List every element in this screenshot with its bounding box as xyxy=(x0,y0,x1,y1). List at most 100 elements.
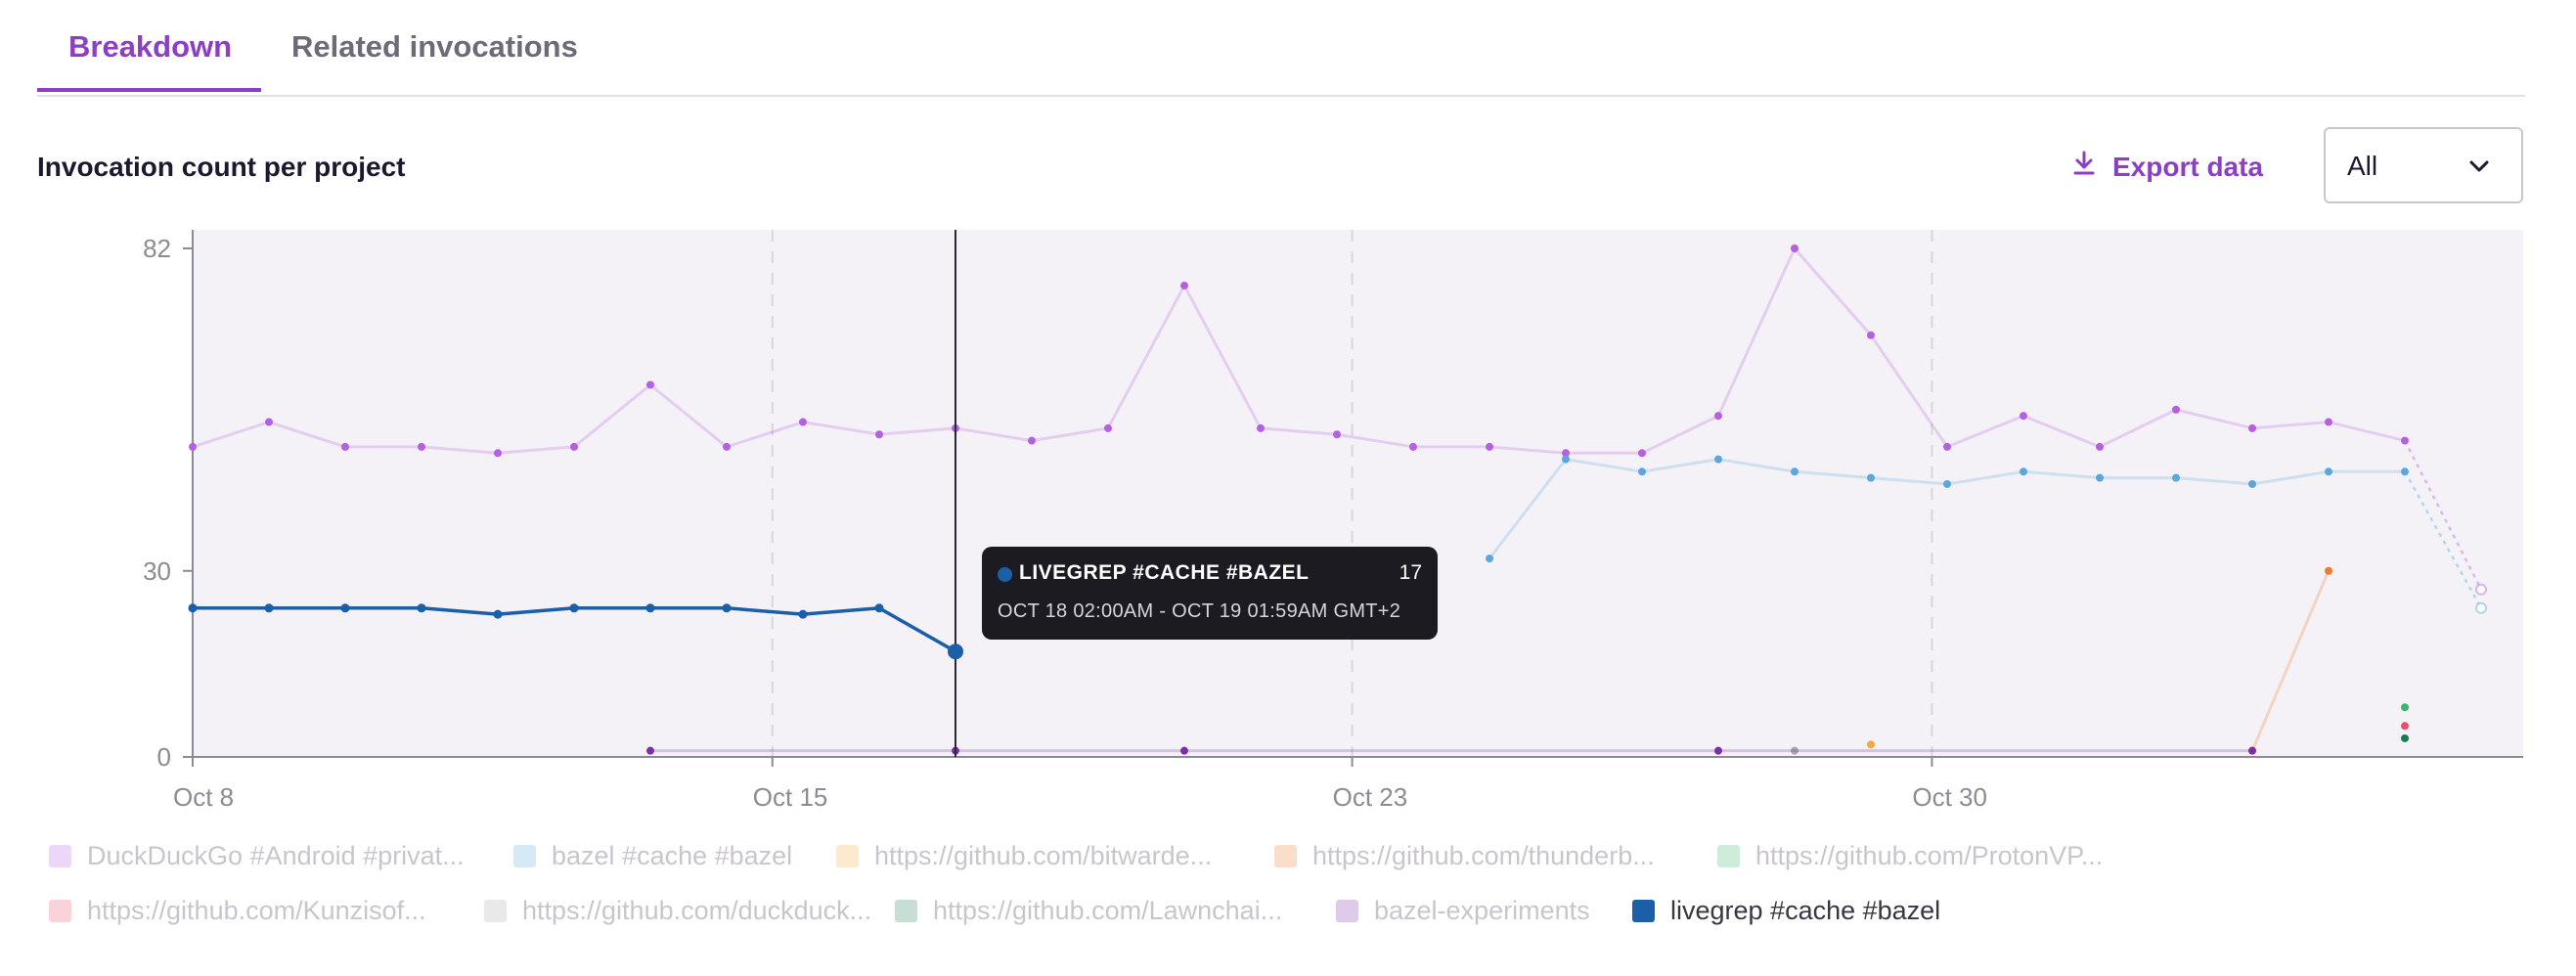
tooltip-date-range: OCT 18 02:00AM - OCT 19 01:59AM GMT+2 xyxy=(998,600,1401,622)
x-tick-label: Oct 23 xyxy=(1333,782,1408,812)
legend-swatch xyxy=(49,845,71,867)
data-point xyxy=(1791,244,1799,252)
tab-bar: Breakdown Related invocations xyxy=(37,0,2525,97)
legend-swatch xyxy=(836,845,859,867)
y-tick-label: 30 xyxy=(143,556,171,586)
data-point xyxy=(189,442,197,451)
data-point xyxy=(1180,746,1188,755)
x-tick-label: Oct 15 xyxy=(753,782,828,812)
data-point xyxy=(2401,733,2409,742)
data-point xyxy=(569,603,579,613)
data-point xyxy=(494,449,502,458)
legend-item[interactable]: https://github.com/thunderb... xyxy=(1274,841,1655,871)
data-point xyxy=(2401,467,2409,476)
data-point xyxy=(799,418,807,426)
data-point xyxy=(2172,473,2180,482)
legend-swatch xyxy=(513,845,536,867)
data-point xyxy=(1409,442,1417,451)
data-point xyxy=(265,418,273,426)
data-point xyxy=(2020,412,2027,421)
legend-label: https://github.com/bitwarde... xyxy=(874,841,1213,870)
data-point xyxy=(2401,722,2409,731)
legend-item[interactable]: https://github.com/bitwarde... xyxy=(836,841,1212,871)
tab-related-invocations[interactable]: Related invocations xyxy=(291,29,578,64)
data-point xyxy=(646,380,654,389)
data-point xyxy=(1638,467,1646,476)
legend-swatch xyxy=(484,900,507,922)
legend-swatch xyxy=(49,900,71,922)
data-point xyxy=(2248,423,2256,432)
data-point xyxy=(1867,740,1875,749)
data-point xyxy=(1180,282,1188,290)
x-tick-label: Oct 8 xyxy=(173,782,234,812)
data-point xyxy=(2325,467,2332,476)
project-filter-select[interactable]: All xyxy=(2324,127,2523,203)
data-point xyxy=(1486,442,1493,451)
legend-item[interactable]: https://github.com/ProtonVP... xyxy=(1717,841,2103,871)
tooltip-series-dot xyxy=(998,567,1012,582)
legend-label: https://github.com/duckduck... xyxy=(522,896,872,925)
data-point xyxy=(418,442,425,451)
legend-label: https://github.com/thunderb... xyxy=(1312,841,1655,870)
legend-swatch xyxy=(1717,845,1740,867)
data-point xyxy=(2172,405,2180,414)
project-filter-value: All xyxy=(2347,151,2378,181)
data-point xyxy=(417,603,426,613)
legend-label: https://github.com/ProtonVP... xyxy=(1755,841,2104,870)
legend-item[interactable]: https://github.com/duckduck... xyxy=(484,896,871,926)
data-point xyxy=(1791,467,1799,476)
data-point xyxy=(645,603,655,613)
plot-background xyxy=(193,230,2523,757)
data-point xyxy=(646,746,654,755)
active-tab-indicator xyxy=(37,88,261,92)
data-point xyxy=(722,603,732,613)
y-tick-label: 0 xyxy=(157,742,171,772)
legend-item[interactable]: livegrep #cache #bazel xyxy=(1632,896,1940,926)
data-point xyxy=(1714,746,1722,755)
data-point xyxy=(1714,455,1722,464)
data-point xyxy=(1562,449,1570,458)
invocation-line-chart: Oct 8 Oct 15 Oct 23 Oct 30 0 30 82 xyxy=(143,230,2523,812)
projected-point xyxy=(2475,601,2487,614)
y-tick-label: 82 xyxy=(143,234,171,263)
data-point xyxy=(2096,442,2104,451)
export-data-button[interactable]: Export data xyxy=(2071,150,2263,184)
hovered-data-point xyxy=(948,643,963,660)
data-point xyxy=(188,603,198,613)
tooltip-series-name: LIVEGREP #CACHE #BAZEL xyxy=(1019,561,1310,584)
series-projection-line xyxy=(2403,440,2483,591)
data-point xyxy=(1486,555,1493,563)
data-point xyxy=(1104,423,1112,432)
data-point xyxy=(1867,473,1875,482)
data-point xyxy=(875,430,883,439)
projected-point xyxy=(2475,583,2487,596)
data-point xyxy=(264,603,274,613)
legend-swatch xyxy=(1274,845,1297,867)
data-point xyxy=(1714,412,1722,421)
legend-label: https://github.com/Lawnchai... xyxy=(933,896,1283,925)
data-point xyxy=(341,442,349,451)
legend-item[interactable]: bazel #cache #bazel xyxy=(513,841,792,871)
data-point xyxy=(1867,331,1875,339)
data-point xyxy=(2325,418,2332,426)
chart-title: Invocation count per project xyxy=(37,152,406,182)
data-point xyxy=(2325,566,2332,575)
data-point xyxy=(874,603,884,613)
legend-item[interactable]: bazel-experiments xyxy=(1336,896,1590,926)
data-point xyxy=(1791,746,1799,755)
legend-item[interactable]: https://github.com/Kunzisof... xyxy=(49,896,426,926)
series-line xyxy=(192,246,2406,455)
data-point xyxy=(1638,449,1646,458)
legend-item[interactable]: DuckDuckGo #Android #privat... xyxy=(49,841,465,871)
data-point xyxy=(340,603,350,613)
data-point xyxy=(1943,479,1951,488)
data-point xyxy=(2020,467,2027,476)
data-point xyxy=(1333,430,1341,439)
data-point xyxy=(2248,479,2256,488)
data-point xyxy=(1028,436,1036,445)
tab-breakdown[interactable]: Breakdown xyxy=(68,29,233,64)
series-line xyxy=(2250,570,2331,752)
legend-item[interactable]: https://github.com/Lawnchai... xyxy=(895,896,1282,926)
data-point xyxy=(723,442,731,451)
tooltip-value: 17 xyxy=(1399,561,1422,584)
